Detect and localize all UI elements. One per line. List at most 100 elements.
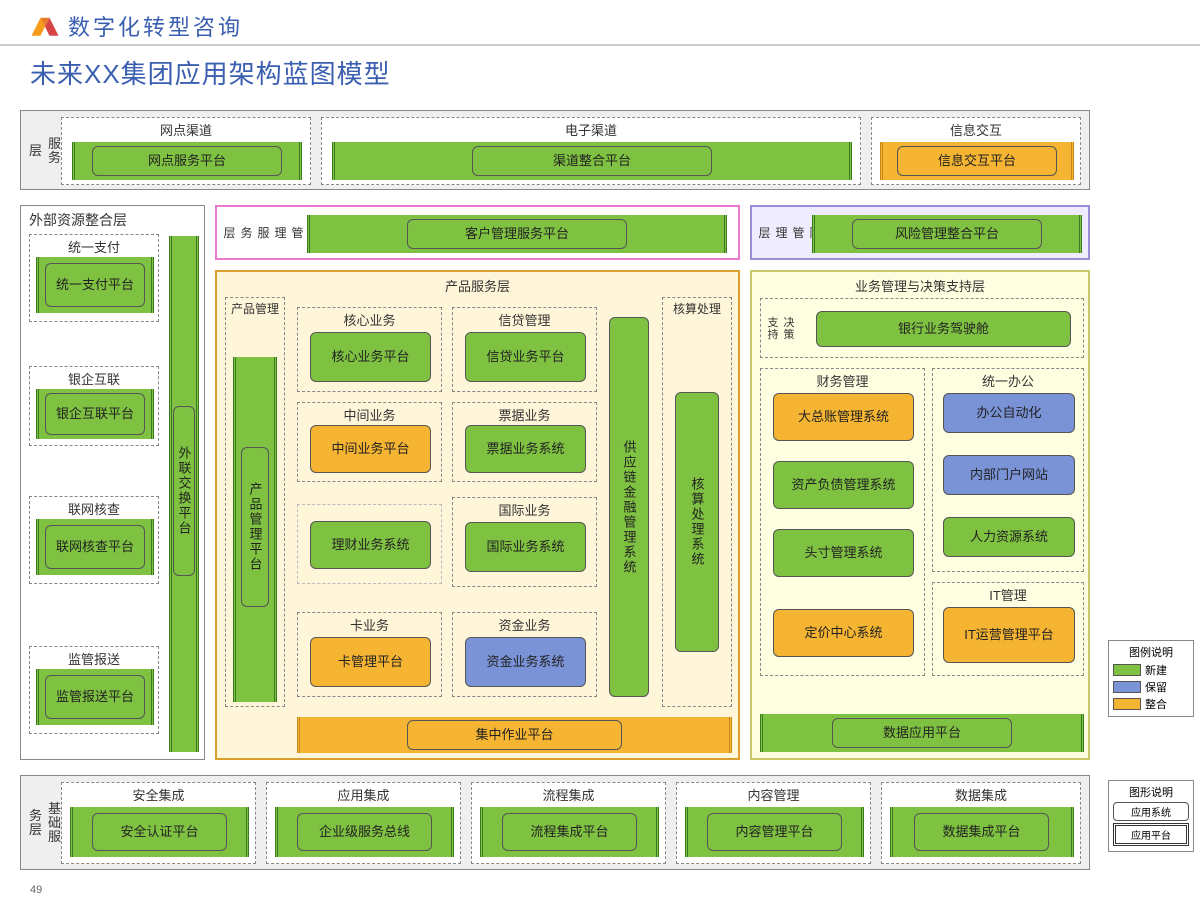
box-data-int: 数据集成平台 xyxy=(914,813,1049,851)
header: 数字化转型咨询 xyxy=(0,0,1200,46)
legend-colors: 图例说明 新建 保留 整合 xyxy=(1108,640,1194,717)
legend-shape-system: 应用系统 xyxy=(1113,802,1189,821)
group-label: 信息交互 xyxy=(872,118,1080,140)
group-e-channel: 电子渠道 渠道整合平台 xyxy=(321,117,861,185)
legend-shapes: 图形说明 应用系统 应用平台 xyxy=(1108,780,1194,852)
diagram-canvas: 渠道服务层 网点渠道 网点服务平台 电子渠道 渠道整合平台 信息交互 信息交互平… xyxy=(20,110,1090,880)
group-label: 中间业务 xyxy=(298,403,441,425)
legend-title: 图例说明 xyxy=(1113,644,1189,660)
group-label: 银企互联 xyxy=(30,367,158,389)
legend-shape-platform: 应用平台 xyxy=(1113,823,1189,846)
legend-item: 新建 xyxy=(1145,662,1167,678)
layer-foundation-label: 基础服务层 xyxy=(25,799,63,846)
box-asset-liab: 资产负债管理系统 xyxy=(773,461,914,509)
layer-risk: 风险管理层 风险管理整合平台 xyxy=(750,205,1090,260)
group-office: 统一办公 办公自动化 内部门户网站 人力资源系统 xyxy=(932,368,1084,572)
box-bill: 票据业务系统 xyxy=(465,425,586,473)
group-label: 统一办公 xyxy=(933,369,1083,391)
group-card: 卡业务 卡管理平台 xyxy=(297,612,442,697)
layer-external: 外部资源整合层 统一支付 统一支付平台 银企互联 银企互联平台 联网核查 联网核… xyxy=(20,205,205,760)
group-label: 决策支持 xyxy=(764,314,796,343)
group-content: 内容管理 内容管理平台 xyxy=(676,782,871,864)
box-fund: 资金业务系统 xyxy=(465,637,586,687)
vpill-text: 核算处理系统 xyxy=(688,477,707,567)
group-security: 安全集成 安全认证平台 xyxy=(61,782,256,864)
layer-channel: 渠道服务层 网点渠道 网点服务平台 电子渠道 渠道整合平台 信息交互 信息交互平… xyxy=(20,110,1090,190)
box-oa: 办公自动化 xyxy=(943,393,1075,433)
group-wealth: 理财业务系统 xyxy=(297,504,442,584)
box-content: 内容管理平台 xyxy=(707,813,842,851)
layer-foundation: 基础服务层 安全集成 安全认证平台 应用集成 企业级服务总线 流程集成 流程集成… xyxy=(20,775,1090,870)
group-label: 监管报送 xyxy=(30,647,158,669)
group-label: 产品管理 xyxy=(226,298,284,318)
group-branch-channel: 网点渠道 网点服务平台 xyxy=(61,117,311,185)
box-card: 卡管理平台 xyxy=(310,637,431,687)
group-label: 数据集成 xyxy=(882,783,1080,805)
box-info-exchange: 信息交互平台 xyxy=(897,146,1057,176)
group-network-check: 联网核查 联网核查平台 xyxy=(29,496,159,584)
group-bill: 票据业务 票据业务系统 xyxy=(452,402,597,482)
group-label: 统一支付 xyxy=(30,235,158,257)
box-external-exchange: 外联交换平台 xyxy=(173,406,195,576)
box-position: 头寸管理系统 xyxy=(773,529,914,577)
vpill-text: 供应链金融管理系统 xyxy=(620,440,639,575)
box-wealth: 理财业务系统 xyxy=(310,521,431,569)
group-app-int: 应用集成 企业级服务总线 xyxy=(266,782,461,864)
box-cockpit: 银行业务驾驶舱 xyxy=(816,311,1071,347)
box-pricing: 定价中心系统 xyxy=(773,609,914,657)
box-unified-pay: 统一支付平台 xyxy=(45,263,145,307)
legend-title: 图形说明 xyxy=(1113,784,1189,800)
group-label: 网点渠道 xyxy=(62,118,310,140)
group-unified-pay: 统一支付 统一支付平台 xyxy=(29,234,159,322)
group-label: 应用集成 xyxy=(267,783,460,805)
group-core-biz: 核心业务 核心业务平台 xyxy=(297,307,442,392)
legend-item: 保留 xyxy=(1145,679,1167,695)
box-credit: 信贷业务平台 xyxy=(465,332,586,382)
group-decision: 决策支持 银行业务驾驶舱 xyxy=(760,298,1084,358)
page-title: 未来XX集团应用架构蓝图模型 xyxy=(0,46,1200,97)
layer-external-label: 外部资源整合层 xyxy=(29,210,149,230)
layer-product-label: 产品服务层 xyxy=(217,276,738,295)
box-settlement-system: 核算处理系统 xyxy=(675,392,719,652)
group-process: 流程集成 流程集成平台 xyxy=(471,782,666,864)
group-label: 财务管理 xyxy=(761,369,924,391)
vpill-text: 外联交换平台 xyxy=(175,446,194,536)
box-core-biz: 核心业务平台 xyxy=(310,332,431,382)
group-label: 信贷管理 xyxy=(453,308,596,330)
group-data-int: 数据集成 数据集成平台 xyxy=(881,782,1081,864)
group-label: 电子渠道 xyxy=(322,118,860,140)
group-info-exchange: 信息交互 信息交互平台 xyxy=(871,117,1081,185)
group-label: 票据业务 xyxy=(453,403,596,425)
box-branch-platform: 网点服务平台 xyxy=(92,146,282,176)
box-network-check: 联网核查平台 xyxy=(45,525,145,569)
group-label: 资金业务 xyxy=(453,613,596,635)
group-label: 卡业务 xyxy=(298,613,441,635)
layer-customer: 客户管理服务层 客户管理服务平台 xyxy=(215,205,740,260)
group-label: 安全集成 xyxy=(62,783,255,805)
group-label: 核心业务 xyxy=(298,308,441,330)
box-data-app: 数据应用平台 xyxy=(832,718,1012,748)
brand-text: 数字化转型咨询 xyxy=(68,10,243,42)
layer-business: 业务管理与决策支持层 决策支持 银行业务驾驶舱 财务管理 大总账管理系统 资产负… xyxy=(750,270,1090,760)
page-number: 49 xyxy=(30,884,42,896)
box-channel-integration: 渠道整合平台 xyxy=(472,146,712,176)
group-it: IT管理 IT运营管理平台 xyxy=(932,582,1084,676)
box-customer-platform: 客户管理服务平台 xyxy=(407,219,627,249)
legend-item: 整合 xyxy=(1145,696,1167,712)
group-bank-enterprise: 银企互联 银企互联平台 xyxy=(29,366,159,446)
layer-product: 产品服务层 产品管理 产品管理平台 核心业务 核心业务平台 中间业务 中间业务平… xyxy=(215,270,740,760)
box-process: 流程集成平台 xyxy=(502,813,637,851)
box-mid-biz: 中间业务平台 xyxy=(310,425,431,473)
box-hr: 人力资源系统 xyxy=(943,517,1075,557)
vpill-text: 产品管理平台 xyxy=(246,482,265,572)
box-general-ledger: 大总账管理系统 xyxy=(773,393,914,441)
group-label: 内容管理 xyxy=(677,783,870,805)
box-product-mgmt-platform: 产品管理平台 xyxy=(241,447,269,607)
box-bank-enterprise: 银企互联平台 xyxy=(45,393,145,435)
group-credit: 信贷管理 信贷业务平台 xyxy=(452,307,597,392)
group-mid-biz: 中间业务 中间业务平台 xyxy=(297,402,442,482)
box-supply-chain: 供应链金融管理系统 xyxy=(609,317,649,697)
box-esb: 企业级服务总线 xyxy=(297,813,432,851)
group-label: 流程集成 xyxy=(472,783,665,805)
box-central-ops: 集中作业平台 xyxy=(407,720,622,750)
